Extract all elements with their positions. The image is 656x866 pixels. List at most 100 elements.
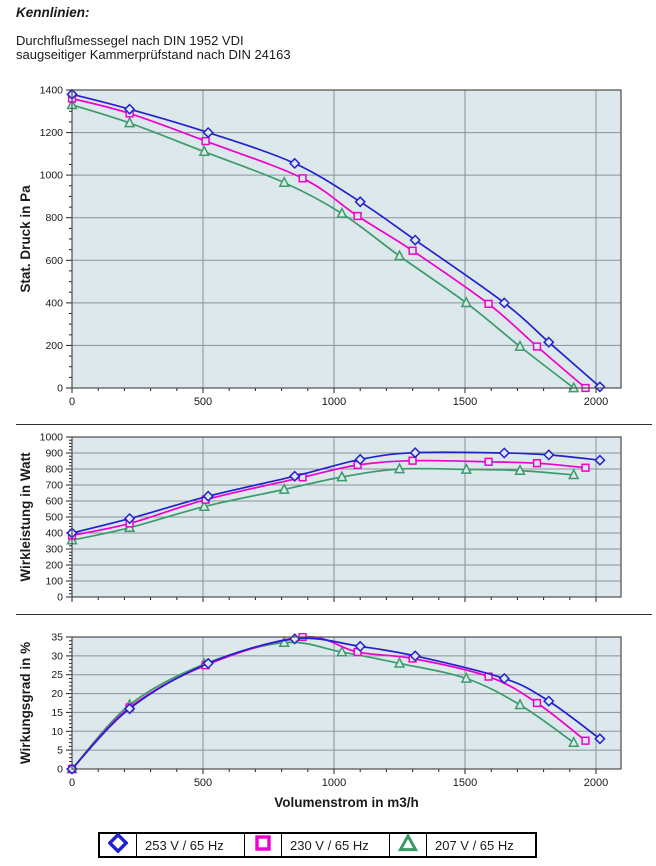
square-icon	[484, 299, 493, 309]
section-title: Kennlinien:	[16, 5, 90, 20]
square-icon	[581, 463, 590, 472]
triangle-icon	[514, 464, 526, 475]
triangle-icon	[278, 176, 290, 187]
svg-text:800: 800	[45, 212, 63, 224]
triangle-icon	[278, 636, 290, 648]
svg-text:0: 0	[57, 383, 63, 395]
square-icon	[201, 136, 210, 146]
svg-text:700: 700	[45, 480, 63, 492]
subtitle-line-2: saugseitiger Kammerprüfstand nach DIN 24…	[16, 47, 291, 62]
diamond-icon	[409, 447, 421, 459]
svg-text:25: 25	[51, 669, 63, 681]
square-icon	[255, 834, 271, 851]
diamond-icon	[202, 126, 214, 139]
diamond-icon	[289, 157, 301, 170]
diamond-icon	[543, 336, 555, 348]
triangle-icon	[568, 381, 580, 393]
y-tick-labels: 0 100 200 300 400 500 600 700 800 900 1000	[40, 432, 64, 604]
diamond-icon	[409, 650, 421, 662]
diamond-icon	[594, 454, 606, 466]
svg-text:0: 0	[57, 764, 63, 776]
legend-label-207v: 207 V / 65 Hz	[435, 837, 514, 853]
x-axis-title: Volumenstrom in m3/h	[274, 795, 419, 810]
legend-marker-cell-253v	[100, 831, 137, 856]
triangle-icon	[393, 656, 406, 668]
svg-text:900: 900	[45, 448, 63, 460]
square-icon	[532, 459, 542, 468]
diamond-icon	[123, 703, 136, 715]
square-icon	[353, 211, 362, 221]
triangle-icon	[568, 736, 580, 747]
svg-text:1500: 1500	[453, 777, 477, 789]
svg-text:1000: 1000	[322, 396, 346, 408]
square-icon	[532, 342, 542, 351]
diamond-icon	[543, 695, 555, 707]
series-markers-25365v	[66, 633, 606, 775]
diamond-icon	[498, 297, 510, 309]
svg-text:35: 35	[51, 633, 63, 644]
triangle-icon	[514, 698, 526, 710]
svg-text:0: 0	[57, 592, 63, 604]
static-pressure-chart: 0 200 400 600 800 1000 1200 1400 0 500 1000 1500 200…	[0, 85, 656, 418]
svg-text:1200: 1200	[40, 127, 64, 139]
plot-border	[71, 436, 622, 598]
series-markers-20765v	[66, 462, 580, 545]
triangle-icon	[393, 462, 406, 474]
series-markers-25365v	[66, 88, 606, 393]
diamond-icon	[202, 657, 214, 670]
svg-text:1000: 1000	[322, 777, 346, 789]
plot-area	[72, 90, 621, 388]
svg-text:10: 10	[51, 726, 63, 738]
legend: 253 V / 65 Hz 230 V / 65 Hz 207 V / 65 H…	[98, 831, 537, 858]
triangle-icon	[336, 206, 348, 218]
svg-text:200: 200	[45, 340, 63, 352]
svg-text:2000: 2000	[584, 396, 608, 408]
svg-text:500: 500	[45, 512, 63, 524]
separator-1	[16, 424, 652, 425]
series-line-20765v	[71, 641, 575, 770]
svg-text:0: 0	[69, 777, 75, 789]
series-line-23065v	[71, 636, 587, 770]
svg-text:500: 500	[194, 396, 212, 408]
svg-text:600: 600	[45, 496, 63, 508]
plot-border	[71, 89, 622, 389]
svg-text:30: 30	[51, 650, 63, 662]
square-icon	[408, 456, 417, 465]
triangle-icon	[198, 145, 210, 157]
svg-text:0: 0	[69, 396, 75, 408]
svg-text:300: 300	[45, 544, 63, 556]
diamond-icon	[543, 449, 555, 461]
diamond-icon	[123, 103, 136, 115]
svg-text:100: 100	[45, 576, 63, 588]
legend-label-253v: 253 V / 65 Hz	[137, 834, 245, 856]
series-line-25365v	[71, 637, 601, 770]
square-icon	[298, 174, 307, 183]
square-icon	[532, 698, 542, 708]
subtitle-line-1: Durchflußmessegel nach DIN 1952 VDI	[16, 33, 244, 48]
legend-marker-cell-230v	[245, 834, 282, 856]
svg-text:1000: 1000	[40, 170, 64, 182]
triangle-icon	[514, 339, 526, 351]
diamond-icon	[409, 234, 421, 246]
triangle-icon	[393, 249, 406, 261]
chart-svg-2: 0 100 200 300 400 500 600 700 800 900 1000 Wirkleis…	[18, 432, 622, 604]
chart-svg-1: 0 200 400 600 800 1000 1200 1400 0 500 1000 1500 200…	[18, 85, 622, 408]
svg-text:20: 20	[51, 688, 63, 700]
svg-text:1400: 1400	[40, 86, 64, 97]
diamond-icon	[107, 831, 129, 854]
triangle-icon	[336, 470, 348, 482]
chart-svg-3: 0 5 10 15 20 25 30 35 0 500 1000 1500 2000 Wirkungsgr…	[18, 632, 622, 789]
svg-text:2000: 2000	[584, 777, 608, 789]
diamond-icon	[594, 381, 606, 393]
svg-text:800: 800	[45, 464, 63, 476]
active-power-chart: 0 100 200 300 400 500 600 700 800 900 1000 Wirkleis…	[0, 432, 656, 604]
svg-text:400: 400	[45, 297, 63, 309]
y-axis-title: Wirkleistung in Watt	[18, 452, 33, 582]
triangle-icon	[460, 671, 472, 683]
svg-text:1000: 1000	[40, 433, 64, 444]
svg-text:500: 500	[194, 777, 212, 789]
separator-2	[16, 614, 652, 615]
y-axis-title: Wirkungsgrad in %	[18, 642, 33, 764]
svg-text:15: 15	[51, 707, 63, 719]
y-tick-labels: 0 5 10 15 20 25 30 35	[51, 632, 63, 776]
